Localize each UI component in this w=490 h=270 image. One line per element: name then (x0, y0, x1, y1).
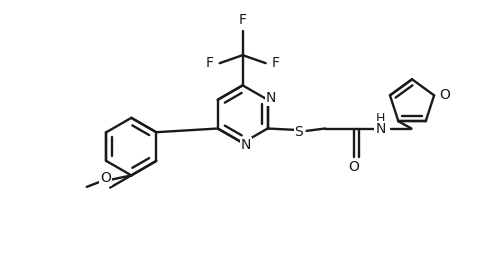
Text: F: F (272, 56, 280, 70)
Text: N: N (266, 91, 276, 105)
Text: O: O (348, 160, 359, 174)
Text: N: N (375, 122, 386, 136)
Text: N: N (241, 138, 251, 152)
Text: F: F (239, 14, 246, 28)
Text: H: H (376, 112, 385, 125)
Text: O: O (100, 171, 111, 185)
Text: S: S (294, 125, 303, 139)
Text: F: F (205, 56, 214, 70)
Text: O: O (439, 88, 450, 102)
